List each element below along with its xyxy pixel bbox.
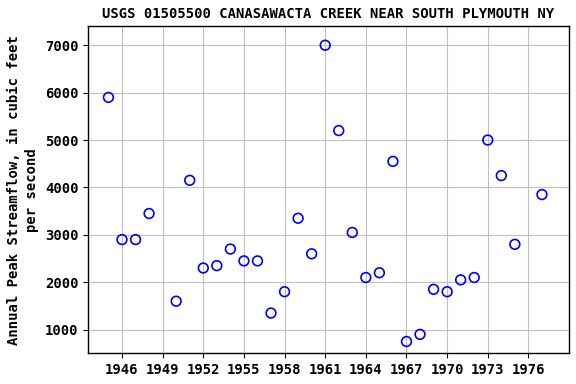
Point [131,237,140,243]
Point [415,331,425,338]
Point [456,277,465,283]
Point [497,172,506,179]
Point [402,338,411,344]
Point [280,289,289,295]
Point [104,94,113,101]
Point [212,263,221,269]
Point [185,177,194,184]
Point [321,42,330,48]
Point [267,310,276,316]
Point [483,137,492,143]
Point [361,275,370,281]
Point [226,246,235,252]
Title: USGS 01505500 CANASAWACTA CREEK NEAR SOUTH PLYMOUTH NY: USGS 01505500 CANASAWACTA CREEK NEAR SOU… [103,7,555,21]
Y-axis label: Annual Peak Streamflow, in cubic feet
per second: Annual Peak Streamflow, in cubic feet pe… [7,35,39,345]
Point [294,215,303,221]
Point [145,210,154,217]
Point [469,275,479,281]
Point [537,192,547,198]
Point [375,270,384,276]
Point [388,158,397,164]
Point [348,229,357,235]
Point [253,258,262,264]
Point [307,251,316,257]
Point [172,298,181,304]
Point [510,241,520,247]
Point [118,237,127,243]
Point [429,286,438,293]
Point [442,289,452,295]
Point [199,265,208,271]
Point [239,258,248,264]
Point [334,127,343,134]
